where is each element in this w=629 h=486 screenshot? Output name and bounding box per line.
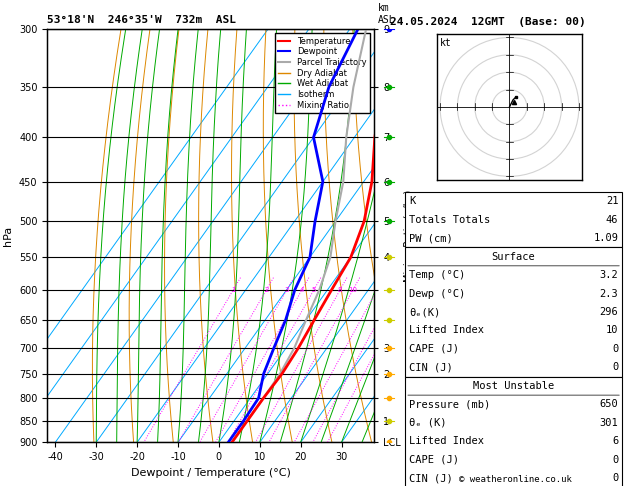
Text: Dewp (°C): Dewp (°C) <box>409 289 465 298</box>
Text: PW (cm): PW (cm) <box>409 233 453 243</box>
Text: Temp (°C): Temp (°C) <box>409 270 465 280</box>
Text: 53°18'N  246°35'W  732m  ASL: 53°18'N 246°35'W 732m ASL <box>47 15 236 25</box>
Text: 1: 1 <box>231 287 235 293</box>
Text: CIN (J): CIN (J) <box>409 473 453 483</box>
Text: 4: 4 <box>300 287 304 293</box>
Text: 21: 21 <box>606 196 618 206</box>
Y-axis label: hPa: hPa <box>3 226 13 246</box>
Text: km
ASL: km ASL <box>377 3 395 25</box>
Text: 2: 2 <box>264 287 269 293</box>
Text: 1.09: 1.09 <box>593 233 618 243</box>
Text: Surface: Surface <box>492 252 535 261</box>
Text: CIN (J): CIN (J) <box>409 363 453 372</box>
Text: Most Unstable: Most Unstable <box>473 381 554 391</box>
Text: Totals Totals: Totals Totals <box>409 215 490 225</box>
X-axis label: Dewpoint / Temperature (°C): Dewpoint / Temperature (°C) <box>131 468 291 478</box>
Text: CAPE (J): CAPE (J) <box>409 455 459 465</box>
Text: 24.05.2024  12GMT  (Base: 00): 24.05.2024 12GMT (Base: 00) <box>389 17 586 27</box>
Text: 10: 10 <box>348 287 357 293</box>
Text: 0: 0 <box>612 455 618 465</box>
Text: 6: 6 <box>612 436 618 446</box>
Text: 0: 0 <box>612 473 618 483</box>
Y-axis label: Mixing Ratio (g/kg): Mixing Ratio (g/kg) <box>404 190 414 282</box>
Text: Lifted Index: Lifted Index <box>409 436 484 446</box>
Text: 0: 0 <box>612 363 618 372</box>
Text: 5: 5 <box>312 287 316 293</box>
Text: θₑ(K): θₑ(K) <box>409 307 440 317</box>
Text: Pressure (mb): Pressure (mb) <box>409 399 490 409</box>
Legend: Temperature, Dewpoint, Parcel Trajectory, Dry Adiabat, Wet Adiabat, Isotherm, Mi: Temperature, Dewpoint, Parcel Trajectory… <box>275 34 370 113</box>
Text: 650: 650 <box>599 399 618 409</box>
Text: θₑ (K): θₑ (K) <box>409 418 447 428</box>
Text: 46: 46 <box>606 215 618 225</box>
Text: © weatheronline.co.uk: © weatheronline.co.uk <box>459 474 572 484</box>
Text: Lifted Index: Lifted Index <box>409 326 484 335</box>
Text: 3: 3 <box>285 287 289 293</box>
Text: 296: 296 <box>599 307 618 317</box>
Text: 2.3: 2.3 <box>599 289 618 298</box>
Text: CAPE (J): CAPE (J) <box>409 344 459 354</box>
Text: 0: 0 <box>612 344 618 354</box>
Text: 301: 301 <box>599 418 618 428</box>
Text: 10: 10 <box>606 326 618 335</box>
Text: K: K <box>409 196 415 206</box>
Text: kt: kt <box>440 38 451 49</box>
Text: 3.2: 3.2 <box>599 270 618 280</box>
Text: 8: 8 <box>338 287 342 293</box>
